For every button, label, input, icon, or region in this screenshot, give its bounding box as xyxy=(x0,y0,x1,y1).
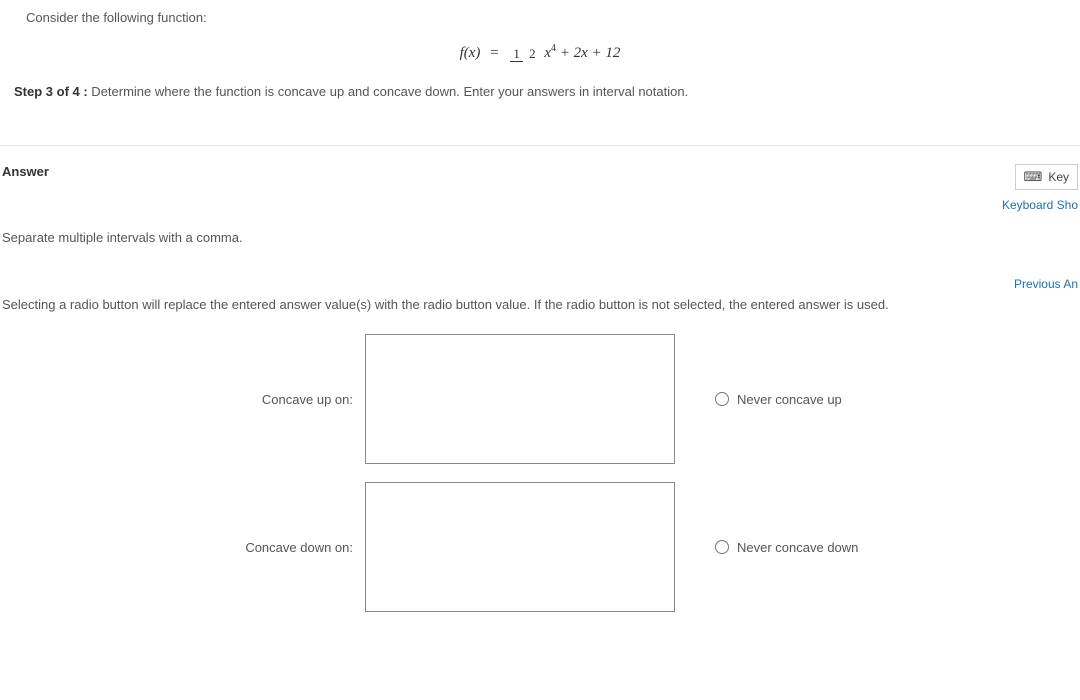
keyboard-shortcuts-link[interactable]: Keyboard Sho xyxy=(0,198,1080,212)
answer-area: Answer ⌨ Key Keyboard Sho Separate multi… xyxy=(0,146,1080,612)
equation-lhs: f(x) xyxy=(460,45,481,61)
concave-down-label: Concave down on: xyxy=(0,540,365,555)
separate-note: Separate multiple intervals with a comma… xyxy=(2,230,1080,245)
never-concave-down-group[interactable]: Never concave down xyxy=(715,540,858,555)
keypad-button[interactable]: ⌨ Key xyxy=(1015,164,1078,190)
never-concave-down-radio[interactable] xyxy=(715,540,729,554)
answer-rows: Concave up on: Never concave up Concave … xyxy=(0,334,1080,612)
never-concave-down-label: Never concave down xyxy=(737,540,858,555)
step-text: Determine where the function is concave … xyxy=(88,84,689,99)
previous-answer-link[interactable]: Previous An xyxy=(0,277,1080,291)
concave-up-input[interactable] xyxy=(365,334,675,464)
equation-eq: = xyxy=(490,45,498,61)
answer-heading: Answer xyxy=(2,164,49,179)
answer-header: Answer ⌨ Key xyxy=(0,164,1080,190)
radio-note: Selecting a radio button will replace th… xyxy=(2,297,1080,312)
concave-up-row: Concave up on: Never concave up xyxy=(0,334,1080,464)
question-intro: Consider the following function: xyxy=(26,10,1074,25)
step-label: Step 3 of 4 : xyxy=(14,84,88,99)
equation: f(x) = 1 2 x4 + 2x + 12 xyxy=(6,43,1074,62)
never-concave-up-radio[interactable] xyxy=(715,392,729,406)
concave-down-input[interactable] xyxy=(365,482,675,612)
concave-down-row: Concave down on: Never concave down xyxy=(0,482,1080,612)
question-area: Consider the following function: f(x) = … xyxy=(0,0,1080,119)
fraction-top: 1 xyxy=(510,46,523,62)
keypad-icon: ⌨ xyxy=(1024,169,1043,185)
keypad-label: Key xyxy=(1048,170,1069,184)
equation-rest: + 2x + 12 xyxy=(556,45,620,61)
fraction-bottom: 2 xyxy=(526,46,539,61)
concave-up-label: Concave up on: xyxy=(0,392,365,407)
never-concave-up-label: Never concave up xyxy=(737,392,842,407)
step-line: Step 3 of 4 : Determine where the functi… xyxy=(14,84,1074,99)
equation-fraction: 1 2 xyxy=(510,47,538,60)
never-concave-up-group[interactable]: Never concave up xyxy=(715,392,842,407)
